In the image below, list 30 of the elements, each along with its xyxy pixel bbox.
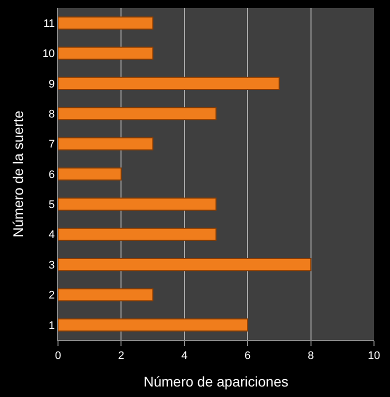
bar — [58, 137, 154, 150]
x-axis-title: Número de apariciones — [144, 374, 288, 390]
y-tick-label: 9 — [48, 78, 55, 90]
y-axis-title: Número de la suerte — [10, 110, 26, 238]
bar — [58, 198, 216, 211]
y-tick-label: 1 — [48, 320, 55, 332]
bar — [58, 228, 216, 241]
y-tick-label: 10 — [42, 48, 55, 60]
x-tick-label: 4 — [181, 350, 188, 362]
bar — [58, 107, 216, 120]
x-tick-label: 8 — [308, 350, 314, 362]
bar — [58, 167, 122, 181]
bar — [58, 46, 154, 60]
y-tick-label: 11 — [43, 18, 55, 30]
y-tick-label: 2 — [48, 290, 55, 302]
y-tick-label: 3 — [48, 259, 55, 272]
bar — [58, 16, 154, 30]
x-tick-label: 0 — [54, 350, 62, 362]
y-tick-label: 8 — [48, 108, 55, 120]
bar — [58, 258, 312, 272]
bar — [58, 288, 154, 302]
bar — [58, 76, 280, 90]
x-tick-label: 6 — [244, 350, 251, 362]
y-tick-label: 6 — [48, 168, 55, 181]
x-tick-label: 2 — [118, 350, 124, 362]
y-tick-label: 4 — [48, 229, 55, 242]
x-tick-label: 10 — [368, 350, 380, 362]
y-tick-label: 7 — [48, 138, 55, 151]
bar — [58, 318, 248, 332]
y-tick-label: 5 — [48, 199, 55, 212]
